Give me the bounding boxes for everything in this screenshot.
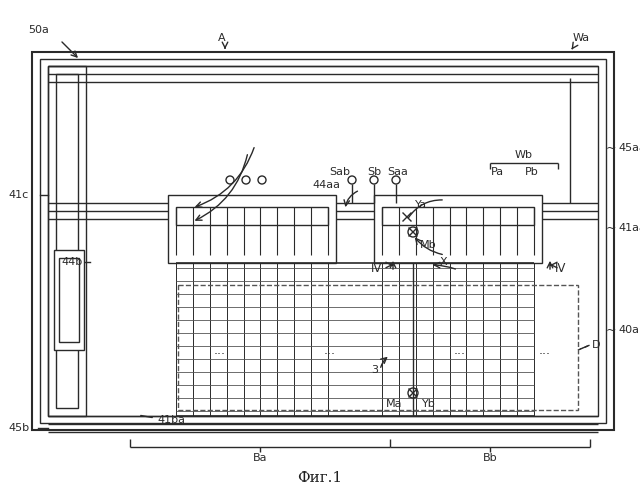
- Text: 44aa: 44aa: [312, 180, 340, 190]
- Text: Wa: Wa: [573, 33, 590, 43]
- Text: Ba: Ba: [253, 453, 268, 463]
- Bar: [382, 207, 534, 225]
- Bar: [374, 195, 542, 263]
- Text: 40a: 40a: [618, 325, 639, 335]
- Text: ...: ...: [539, 344, 551, 356]
- Text: 50a: 50a: [28, 25, 49, 35]
- Text: 45b: 45b: [8, 423, 29, 433]
- Text: ~: ~: [605, 221, 616, 235]
- Text: 41c: 41c: [8, 190, 28, 200]
- Bar: [54, 250, 84, 350]
- Text: Фиг.1: Фиг.1: [298, 471, 342, 485]
- Text: Yb: Yb: [422, 399, 436, 409]
- Bar: [40, 59, 606, 423]
- Text: 44b: 44b: [61, 257, 83, 267]
- Text: ...: ...: [324, 344, 336, 356]
- Text: ...: ...: [454, 344, 466, 356]
- Bar: [56, 74, 78, 408]
- Text: Saa: Saa: [388, 167, 408, 177]
- Text: ...: ...: [214, 344, 226, 356]
- Text: 45aa: 45aa: [618, 143, 640, 153]
- Bar: [176, 207, 328, 225]
- Text: IV: IV: [555, 261, 566, 275]
- Bar: [59, 258, 79, 342]
- Text: Bb: Bb: [483, 453, 497, 463]
- Bar: [178, 285, 578, 410]
- Text: Sb: Sb: [367, 167, 381, 177]
- Text: ~: ~: [605, 323, 616, 337]
- Bar: [48, 66, 86, 416]
- Text: D: D: [592, 340, 600, 350]
- Text: X: X: [440, 257, 447, 267]
- Text: Wb: Wb: [515, 150, 533, 160]
- Text: 3: 3: [371, 365, 378, 375]
- Text: Ya: Ya: [415, 200, 427, 210]
- Bar: [168, 195, 336, 263]
- Text: ~: ~: [605, 141, 616, 154]
- Text: Pb: Pb: [525, 167, 539, 177]
- Text: Pa: Pa: [490, 167, 504, 177]
- Text: Mb: Mb: [420, 240, 436, 250]
- Text: 41aa: 41aa: [618, 223, 640, 233]
- Text: Sab: Sab: [330, 167, 351, 177]
- Text: 41ba: 41ba: [157, 415, 185, 425]
- Text: A: A: [218, 33, 226, 43]
- Bar: [32, 52, 614, 430]
- Bar: [48, 66, 598, 416]
- Text: Ma: Ma: [385, 399, 402, 409]
- Text: IV: IV: [371, 261, 382, 275]
